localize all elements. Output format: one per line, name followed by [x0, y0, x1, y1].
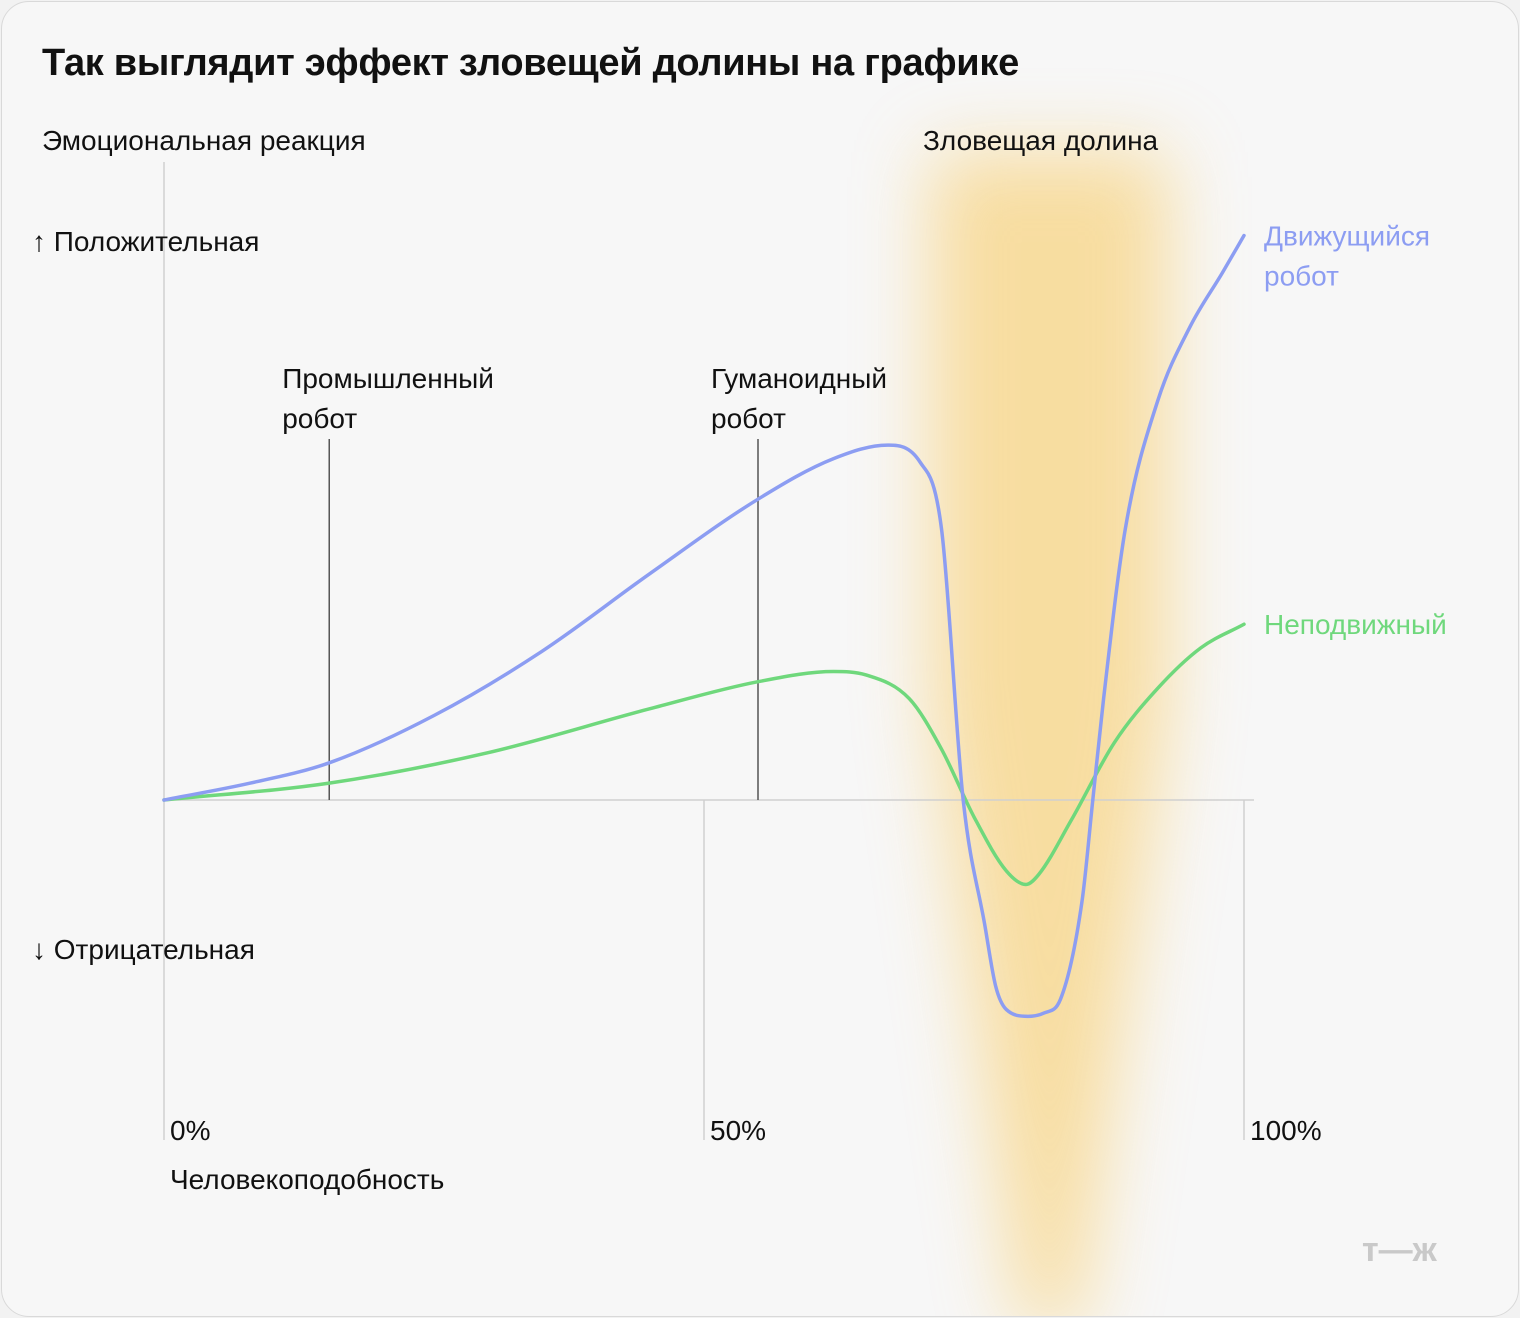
series-moving-robot-label: Движущийся — [1264, 221, 1430, 252]
x-tick-lines — [703, 800, 1245, 1140]
x-tick-label: 100% — [1250, 1115, 1322, 1146]
robot-marker-label: Гуманоидный — [711, 363, 887, 394]
uncanny-valley-label: Зловещая долина — [923, 125, 1159, 156]
y-positive-label: ↑ Положительная — [32, 226, 259, 257]
robot-marker-label: робот — [282, 403, 357, 434]
robot-marker-label: Промышленный — [282, 363, 494, 394]
x-tick-labels: 0% 50% 100% — [170, 1115, 1322, 1146]
x-tick-label: 50% — [710, 1115, 766, 1146]
robot-marker-label: робот — [711, 403, 786, 434]
series-lines — [162, 233, 1246, 1019]
robot-markers: Промышленный робот Гуманоидный робот — [282, 363, 887, 800]
x-tick-label: 0% — [170, 1115, 210, 1146]
tzh-logo: т—ж — [1362, 1231, 1438, 1269]
series-still-robot-line — [162, 622, 1246, 887]
y-axis-title: Эмоциональная реакция — [42, 125, 366, 156]
uncanny-valley-band — [930, 152, 1169, 1316]
x-axis-title: Человекоподобность — [170, 1164, 444, 1195]
series-moving-robot-label: робот — [1264, 261, 1339, 292]
y-negative-label: ↓ Отрицательная — [32, 934, 255, 965]
series-labels: Движущийся робот Неподвижный — [1264, 221, 1447, 641]
chart-title: Так выглядит эффект зловещей долины на г… — [42, 42, 1019, 84]
series-moving-robot-line — [162, 233, 1246, 1019]
series-still-robot-label: Неподвижный — [1264, 609, 1447, 640]
